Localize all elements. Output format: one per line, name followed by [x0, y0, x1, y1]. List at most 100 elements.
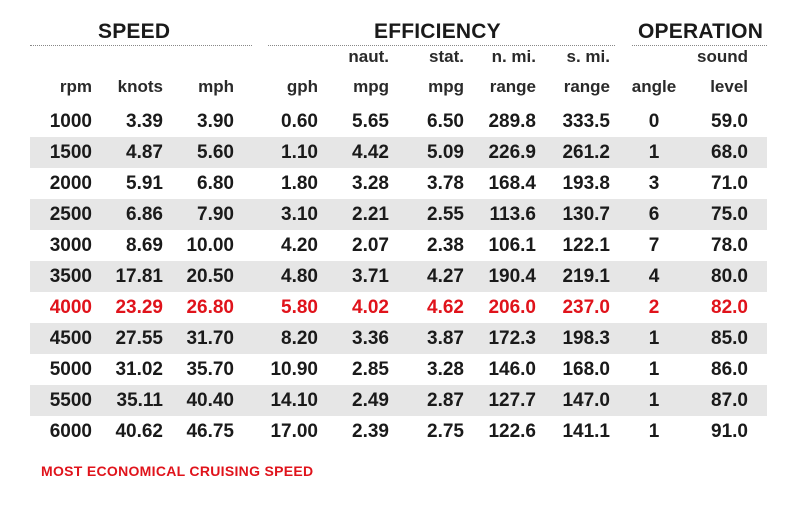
table-cell: 226.9 — [488, 142, 536, 163]
table-row: 1500 4.87 5.60 1.10 4.42 5.09 226.9 261.2 1 68.0 — [30, 137, 767, 168]
table-row: 1000 3.39 3.90 0.60 5.65 6.50 289.8 333.5 0 59.0 — [30, 106, 767, 137]
table-cell: 122.6 — [488, 421, 536, 442]
table-cell: 23.29 — [115, 297, 163, 318]
table-cell: 0.60 — [281, 111, 318, 132]
table-cell: 6.86 — [126, 204, 163, 225]
table-cell: 219.1 — [562, 266, 610, 287]
table-cell: 5.80 — [281, 297, 318, 318]
table-row: 6000 40.62 46.75 17.00 2.39 2.75 122.6 141.1 1 91… — [30, 416, 767, 447]
column-header-5: mpg — [428, 77, 464, 96]
table-cell: 1 — [648, 359, 660, 380]
table-cell: 4 — [648, 266, 660, 287]
table-cell: 82.0 — [711, 297, 748, 318]
table-cell: 3.28 — [352, 173, 389, 194]
table-cell: 3 — [648, 173, 660, 194]
table-cell: 141.1 — [562, 421, 610, 442]
table-cell: 3.78 — [427, 173, 464, 194]
table-cell: 146.0 — [488, 359, 536, 380]
column-header-4: mpg — [353, 77, 389, 96]
table-cell: 0 — [648, 111, 660, 132]
table-cell: 10.00 — [186, 235, 234, 256]
table-cell: 17.00 — [270, 421, 318, 442]
table-cell: 31.70 — [186, 328, 234, 349]
table-cell: 4.42 — [352, 142, 389, 163]
table-cell: 190.4 — [488, 266, 536, 287]
table-cell: 3.39 — [126, 111, 163, 132]
table-cell: 261.2 — [562, 142, 610, 163]
table-cell: 4500 — [49, 328, 92, 349]
table-cell: 172.3 — [488, 328, 536, 349]
table-cell: 333.5 — [562, 111, 610, 132]
table-cell: 40.40 — [186, 390, 234, 411]
column-header-top-9: sound — [697, 47, 748, 66]
table-cell: 14.10 — [270, 390, 318, 411]
column-header-3: gph — [286, 77, 318, 96]
table-cell: 2.39 — [352, 421, 389, 442]
column-header-0: rpm — [59, 77, 92, 96]
table-cell: 27.55 — [115, 328, 163, 349]
column-header-8: angle — [631, 77, 677, 96]
column-header-top-6: n. mi. — [491, 47, 536, 66]
table-cell: 2.49 — [352, 390, 389, 411]
table-cell: 75.0 — [711, 204, 748, 225]
table-cell: 6.50 — [427, 111, 464, 132]
table-cell: 20.50 — [186, 266, 234, 287]
table-cell: 59.0 — [711, 111, 748, 132]
table-row: 5500 35.11 40.40 14.10 2.49 2.87 127.7 147.0 1 87… — [30, 385, 767, 416]
column-header-top-5: stat. — [429, 47, 464, 66]
table-cell: 2.21 — [352, 204, 389, 225]
table-cell: 4.80 — [281, 266, 318, 287]
table-cell: 5.65 — [352, 111, 389, 132]
table-cell: 4.87 — [126, 142, 163, 163]
table-cell: 6000 — [49, 421, 92, 442]
group-title-operation: OPERATION — [638, 20, 764, 43]
table-cell: 80.0 — [711, 266, 748, 287]
table-cell: 5.60 — [197, 142, 234, 163]
table-cell: 6.80 — [197, 173, 234, 194]
table-cell: 35.11 — [116, 390, 164, 411]
table-cell: 2.07 — [352, 235, 389, 256]
table-row: 4500 27.55 31.70 8.20 3.36 3.87 172.3 198.3 1 85.… — [30, 323, 767, 354]
column-header-2: mph — [198, 77, 234, 96]
column-header-1: knots — [117, 77, 163, 96]
table-cell: 35.70 — [186, 359, 234, 380]
column-header-top-4: naut. — [348, 47, 389, 66]
table-cell: 2.38 — [427, 235, 464, 256]
table-cell: 3.10 — [281, 204, 318, 225]
table-cell: 106.1 — [488, 235, 536, 256]
table-cell: 4.27 — [427, 266, 464, 287]
column-header-top-7: s. mi. — [566, 47, 610, 66]
table-cell: 78.0 — [711, 235, 748, 256]
table-cell: 10.90 — [270, 359, 318, 380]
table-cell: 2.87 — [427, 390, 464, 411]
table-cell: 127.7 — [488, 390, 536, 411]
table-cell: 237.0 — [562, 297, 610, 318]
table-cell: 5000 — [49, 359, 92, 380]
table-row: 5000 31.02 35.70 10.90 2.85 3.28 146.0 168.0 1 86… — [30, 354, 767, 385]
table-cell: 71.0 — [711, 173, 748, 194]
footnote-legend: MOST ECONOMICAL CRUISING SPEED — [41, 463, 314, 479]
group-divider-efficiency — [268, 45, 615, 46]
table-cell: 1 — [648, 142, 660, 163]
table-cell: 40.62 — [115, 421, 163, 442]
table-cell: 1 — [648, 328, 660, 349]
table-cell: 2000 — [49, 173, 92, 194]
table-cell: 3000 — [49, 235, 92, 256]
table-cell: 3500 — [49, 266, 92, 287]
table-cell: 46.75 — [186, 421, 234, 442]
group-divider-speed — [30, 45, 252, 46]
table-cell: 5.09 — [427, 142, 464, 163]
table-cell: 87.0 — [711, 390, 748, 411]
table-cell: 147.0 — [562, 390, 610, 411]
group-title-efficiency: EFFICIENCY — [374, 20, 501, 43]
table-cell: 26.80 — [186, 297, 234, 318]
table-cell: 3.71 — [352, 266, 389, 287]
table-body: 1000 3.39 3.90 0.60 5.65 6.50 289.8 333.5 0 59.0 1… — [30, 106, 767, 447]
table-cell: 8.20 — [281, 328, 318, 349]
table-cell: 91.0 — [711, 421, 748, 442]
table-cell: 68.0 — [711, 142, 748, 163]
table-row: 3000 8.69 10.00 4.20 2.07 2.38 106.1 122.1 7 78.0 — [30, 230, 767, 261]
table-cell: 1.10 — [281, 142, 318, 163]
table-cell: 4000 — [49, 297, 92, 318]
table-row-highlighted: 4000 23.29 26.80 5.80 4.02 4.62 206.0 237.0 2 82.… — [30, 292, 767, 323]
